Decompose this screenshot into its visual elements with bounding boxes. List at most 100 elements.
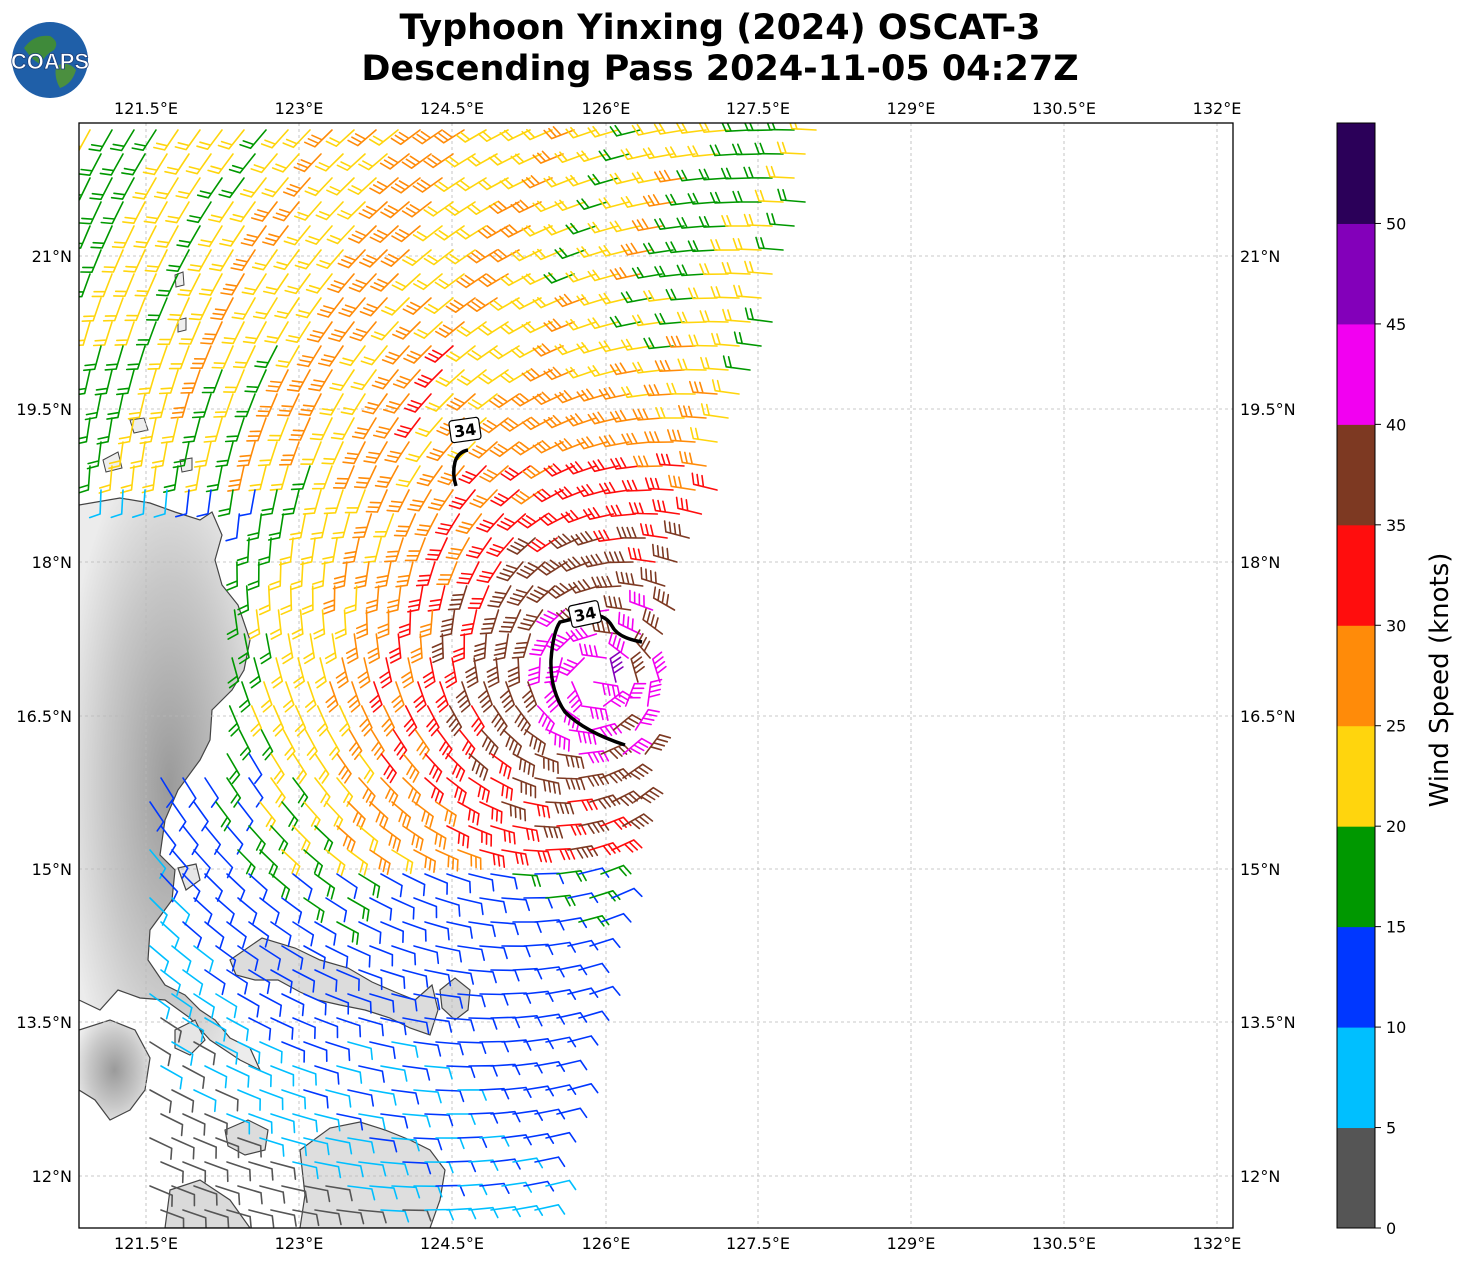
wind-barb [370, 321, 399, 341]
wind-barb [292, 753, 307, 784]
wind-barb [327, 273, 355, 294]
wind-barb [314, 873, 336, 900]
wind-barb [219, 225, 245, 247]
wind-barb [489, 441, 520, 458]
wind-barb [521, 321, 553, 334]
wind-barb [91, 273, 113, 298]
wind-barb [347, 897, 370, 922]
wind-barb [391, 681, 405, 713]
wind-barb [579, 643, 607, 659]
wind-barb [386, 489, 410, 513]
wind-barb [270, 825, 289, 855]
wind-barb [578, 962, 610, 974]
wind-barb [231, 297, 256, 320]
wind-barb [470, 705, 485, 737]
wind-barb [667, 429, 696, 443]
wind-barb [404, 537, 426, 562]
wind-barb [282, 729, 296, 761]
wind-barb [273, 249, 300, 271]
wind-barb [182, 1113, 206, 1136]
wind-barb [390, 177, 421, 194]
wind-barb [207, 153, 234, 175]
wind-barb [279, 441, 300, 466]
wind-barb [347, 129, 377, 147]
wind-barb [688, 287, 718, 300]
wind-barb [591, 575, 622, 589]
wind-barb [465, 537, 492, 559]
lon-tick-label-top: 123°E [275, 99, 324, 118]
wind-barb [289, 513, 307, 541]
wind-barb [565, 318, 597, 331]
wind-barb [184, 465, 201, 493]
wind-barb [593, 529, 624, 542]
wind-barb [407, 585, 424, 613]
wind-barb [281, 849, 301, 878]
wind-barb [304, 129, 333, 148]
wind-barb [578, 750, 610, 764]
lon-tick-label-bottom: 132°E [1193, 1234, 1242, 1253]
wind-barb [227, 657, 240, 689]
colorbar-tick-label: 25 [1386, 717, 1406, 736]
wind-barb [665, 193, 696, 206]
wind-barb [303, 633, 316, 665]
wind-barb [496, 513, 527, 531]
wind-barb [665, 241, 696, 254]
lat-tick-label-left: 13.5°N [16, 1013, 72, 1032]
wind-barb [204, 1209, 230, 1228]
wind-barb [654, 169, 685, 183]
wind-barb [413, 945, 440, 965]
wind-barb [565, 174, 597, 187]
wind-barb [777, 188, 806, 203]
wind-barb [446, 777, 467, 804]
wind-barb [229, 201, 256, 223]
wind-barb [468, 921, 496, 938]
wind-barb [612, 714, 643, 731]
wind-barb [217, 129, 245, 150]
lon-tick-label-top: 121.5°E [114, 99, 178, 118]
wind-barb [239, 177, 267, 198]
wind-barb [374, 465, 399, 488]
wind-barb [342, 441, 366, 465]
wind-barb [306, 321, 333, 343]
wind-barb [490, 921, 519, 936]
wind-barb [94, 369, 113, 396]
wind-barb [543, 176, 575, 188]
wind-barb [153, 489, 168, 518]
wind-barb [203, 417, 223, 443]
wind-barb [260, 129, 289, 149]
wind-barb [565, 270, 597, 283]
wind-barb [476, 561, 502, 583]
wind-barb [316, 249, 344, 269]
wind-barb [259, 993, 282, 1017]
wind-barb [733, 284, 762, 299]
wind-barb [259, 945, 281, 971]
wind-barb [271, 657, 284, 689]
wind-barb [620, 338, 652, 351]
wind-barb [285, 321, 311, 343]
wind-barb [539, 512, 571, 526]
wind-barb [402, 1113, 431, 1128]
wind-barb [600, 816, 632, 830]
wind-barb [402, 753, 420, 783]
wind-barb [632, 361, 663, 374]
wind-barb [467, 393, 498, 410]
wind-barb [543, 463, 575, 477]
wind-barb [501, 849, 529, 866]
wind-barb [424, 777, 444, 805]
wind-barb [393, 513, 417, 537]
wind-barb [517, 513, 549, 529]
wind-barb [347, 681, 361, 713]
wind-barb [423, 201, 454, 217]
wind-barb [305, 681, 317, 713]
wind-barb [261, 177, 289, 198]
wind-barb [556, 1107, 588, 1119]
wind-barb [536, 705, 555, 735]
wind-barb [456, 369, 487, 386]
wind-barb [722, 355, 751, 371]
wind-barb [381, 345, 410, 365]
wind-barb [543, 414, 575, 429]
wind-barb [532, 440, 564, 454]
wind-barb [467, 585, 490, 609]
wind-barb [654, 265, 685, 278]
wind-barb [634, 708, 660, 731]
